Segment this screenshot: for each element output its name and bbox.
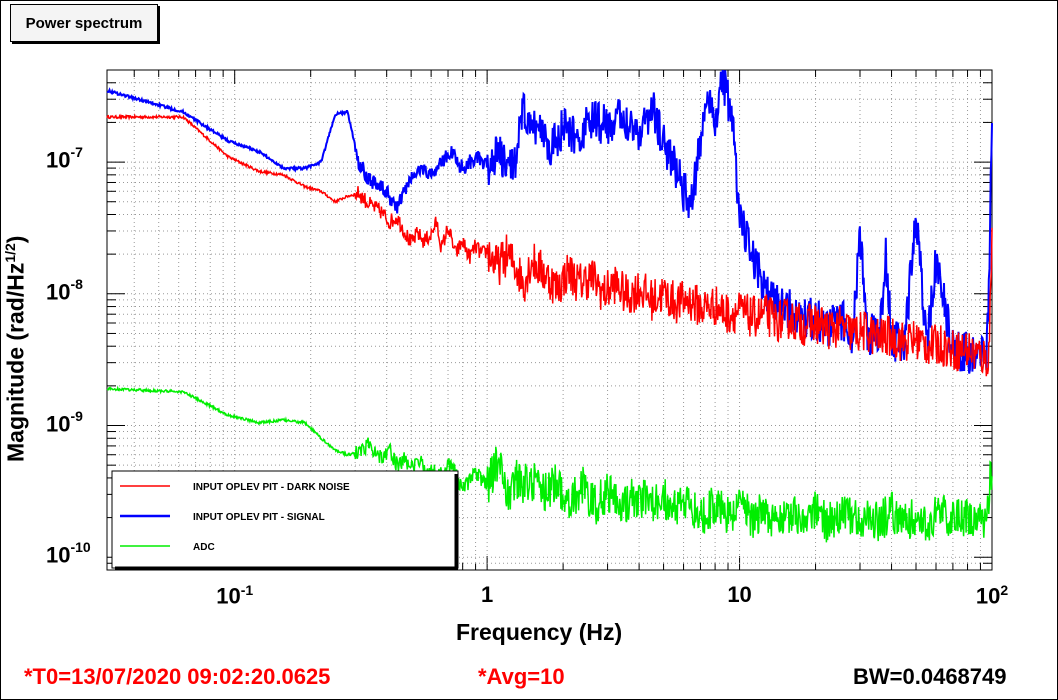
x-tick-label: 102 xyxy=(975,582,1009,609)
x-axis-label: Frequency (Hz) xyxy=(456,619,623,645)
x-tick-label: 10-1 xyxy=(216,582,254,609)
legend-label: ADC xyxy=(193,542,215,553)
x-tick-label: 10 xyxy=(727,582,752,607)
series-line-1 xyxy=(106,69,993,374)
legend: INPUT OPLEV PIT - DARK NOISE INPUT OPLEV … xyxy=(111,470,459,570)
plot-title-button[interactable]: Power spectrum xyxy=(10,4,158,42)
y-tick-label: 10-7 xyxy=(46,144,83,173)
series-line-2 xyxy=(106,385,993,543)
legend-label: INPUT OPLEV PIT - SIGNAL xyxy=(193,512,325,523)
y-tick-label: 10-8 xyxy=(46,275,83,305)
series-line-0 xyxy=(106,113,993,377)
legend-label: INPUT OPLEV PIT - DARK NOISE xyxy=(193,482,350,493)
average-count: *Avg=10 xyxy=(478,664,565,689)
plot-frame xyxy=(106,69,993,571)
t0-timestamp: *T0=13/07/2020 09:02:20.0625 xyxy=(24,664,331,689)
x-tick-label: 1 xyxy=(481,582,494,607)
legend-box xyxy=(111,470,459,569)
bandwidth-value: BW=0.0468749 xyxy=(853,664,1007,689)
series-group xyxy=(106,69,993,543)
y-tick-label: 10-10 xyxy=(46,539,91,568)
y-axis-label: Magnitude (rad/Hz1/2) xyxy=(2,235,29,462)
y-tick-label: 10-9 xyxy=(46,407,83,436)
